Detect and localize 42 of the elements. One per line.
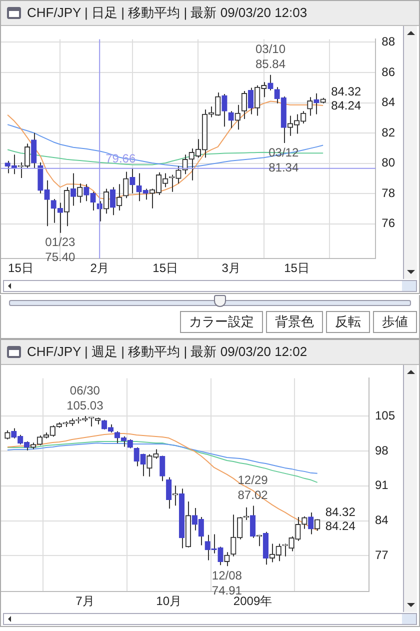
x-tick-label: 3月: [222, 261, 240, 276]
text: 背景色: [266, 311, 323, 333]
candlestick: [77, 183, 83, 204]
y-tick-label: 78: [382, 186, 396, 200]
text: 84.32: [331, 84, 362, 98]
y-tick-label: 91: [374, 478, 389, 492]
candlestick: [314, 518, 320, 532]
candlestick: [241, 90, 248, 120]
y-tick-label: 82: [382, 125, 396, 140]
chart-title: CHF/JPY | 週足 | 移動平均 | 最新 09/03/20 12:02: [27, 343, 308, 361]
y-tick-label: 84: [382, 95, 396, 110]
text: 84.24: [325, 518, 356, 533]
candlestick: [307, 96, 313, 116]
text: 反転: [326, 311, 370, 333]
x-tick-label: 15日: [8, 261, 34, 276]
y-tick-label: 77: [374, 548, 389, 562]
text: カラー設定: [180, 311, 263, 333]
y-tick-label: 105: [374, 408, 396, 422]
chart-title: CHF/JPY | 日足 | 移動平均 | 最新 09/03/20 12:03: [27, 4, 308, 22]
x-tick-label: 10月: [156, 594, 182, 608]
candlestick: [116, 184, 122, 211]
x-tick-label: 15日: [284, 261, 310, 276]
annotation: 01/23 75.40: [45, 235, 76, 264]
text: 84.24: [331, 98, 362, 112]
text: 歩値: [373, 311, 417, 333]
y-tick-label: 88: [382, 34, 396, 49]
annotation: 03/10 85.84: [255, 42, 286, 72]
candlestick: [234, 104, 240, 130]
y-tick-label: 84: [374, 513, 389, 528]
annotation: 06/30 105.03: [66, 383, 104, 412]
y-tick-label: 76: [382, 216, 396, 230]
candlestick: [224, 552, 230, 567]
candlestick: [64, 186, 70, 227]
candlestick: [103, 188, 109, 214]
candlestick: [123, 171, 129, 199]
x-tick-label: 7月: [76, 594, 94, 608]
y-tick-label: 98: [374, 443, 389, 458]
x-tick-label: 2月: [90, 261, 109, 276]
y-tick-label: 86: [382, 64, 396, 79]
y-tick-label: 80: [382, 156, 396, 170]
text: 84.32: [325, 504, 356, 519]
x-tick-label: 15日: [152, 261, 178, 276]
